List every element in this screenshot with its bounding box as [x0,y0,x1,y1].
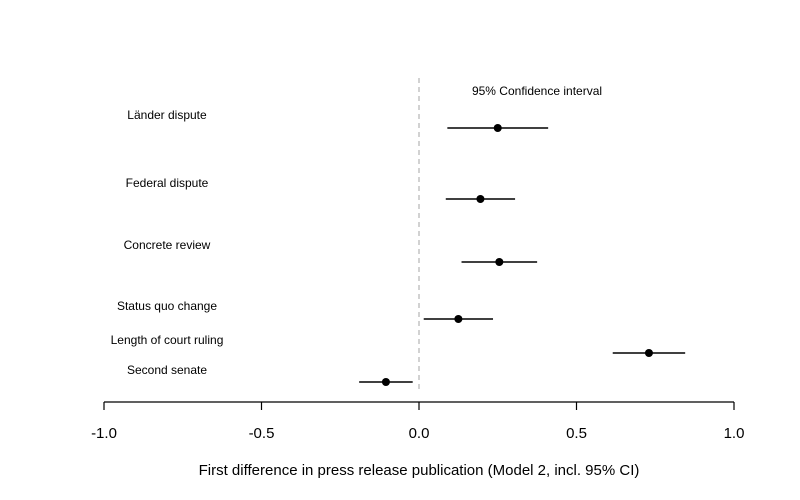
estimate-point [454,315,463,323]
x-tick-label: 0.5 [566,425,587,442]
category-label: Länder dispute [127,108,207,122]
x-tick-label: 1.0 [724,425,745,442]
ci-annotation: 95% Confidence interval [472,84,602,98]
category-label: Length of court ruling [111,333,224,347]
x-tick-label: -0.5 [249,425,275,442]
category-label: Status quo change [117,299,217,313]
category-labels: Länder dispute Federal dispute Concrete re… [111,108,224,377]
x-axis: -1.0 -0.5 0.0 0.5 1.0 [91,401,745,442]
intervals-layer [359,124,686,386]
estimate-point [493,124,502,132]
x-tick-label: -1.0 [91,425,117,442]
x-tick-label: 0.0 [409,425,430,442]
category-label: Second senate [127,363,207,377]
category-label: Concrete review [124,238,211,252]
estimate-point [644,349,653,357]
estimate-point [495,258,504,266]
category-label: Federal dispute [126,176,209,190]
estimate-point [476,195,485,203]
x-axis-title: First difference in press release public… [199,462,640,479]
estimate-point [381,378,390,386]
